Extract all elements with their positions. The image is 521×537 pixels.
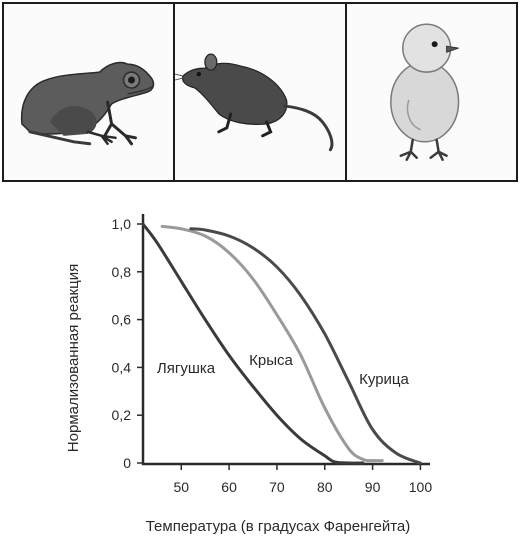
y-tick-label: 0	[123, 455, 131, 471]
y-axis-title: Нормализованная реакция	[65, 264, 82, 452]
y-tick-label: 0,4	[112, 359, 132, 375]
series-label-rat: Крыса	[249, 352, 293, 369]
y-tick-label: 0,6	[112, 312, 132, 328]
series-label-frog: Лягушка	[157, 360, 216, 377]
series-label-chicken: Курица	[359, 371, 409, 388]
series-labels: Лягушка Крыса Курица	[157, 352, 410, 388]
x-axis-ticks: 50 60 70 80 90 100	[173, 464, 432, 495]
frog-panel	[4, 4, 174, 180]
temperature-response-chart: 0 0,2 0,4 0,6 0,8 1,0 50 60 70 80 90 100 Лягушка Кр…	[65, 214, 432, 535]
series-line-frog	[141, 222, 365, 465]
y-axis-ticks: 0 0,2 0,4 0,6 0,8 1,0	[112, 216, 143, 471]
chick-panel	[344, 4, 516, 180]
frog-illustration	[20, 61, 155, 146]
y-tick-label: 1,0	[112, 216, 132, 232]
x-tick-label: 70	[269, 479, 285, 495]
y-tick-label: 0,2	[112, 407, 132, 423]
series-line-chicken	[189, 227, 422, 465]
rat-illustration	[175, 53, 334, 152]
animal-illustrations	[2, 2, 518, 182]
series-line-rat	[160, 224, 384, 463]
chick-illustration	[389, 23, 459, 161]
x-tick-label: 90	[365, 479, 381, 495]
rat-panel	[173, 4, 345, 180]
chart-series	[141, 222, 422, 465]
x-axis-title: Температура (в градусах Фаренгейта)	[146, 518, 411, 535]
x-tick-label: 100	[409, 479, 433, 495]
x-tick-label: 60	[221, 479, 237, 495]
x-tick-label: 80	[317, 479, 333, 495]
y-tick-label: 0,8	[112, 264, 132, 280]
x-tick-label: 50	[173, 479, 189, 495]
chart-axes	[141, 214, 430, 466]
